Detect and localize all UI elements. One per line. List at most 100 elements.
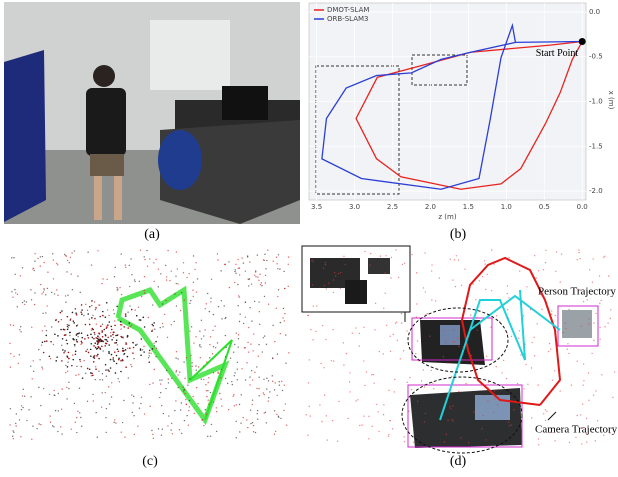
cloud-point (432, 382, 434, 384)
cloud-point (175, 371, 177, 373)
panel-label: (c) (142, 454, 158, 469)
cloud-point (482, 414, 484, 417)
cloud-point (568, 308, 570, 311)
cloud-point (364, 250, 366, 253)
cloud-point (308, 359, 311, 361)
cloud-point (175, 282, 177, 285)
cloud-point (110, 332, 112, 334)
cloud-point (167, 382, 170, 384)
cloud-point (470, 314, 472, 316)
cloud-point (195, 261, 197, 264)
cloud-point (165, 369, 168, 372)
cloud-point (258, 395, 260, 397)
cloud-point (487, 381, 490, 383)
cloud-point (139, 348, 142, 350)
cloud-point (192, 395, 194, 398)
cloud-point (283, 320, 286, 322)
cloud-point (582, 363, 585, 365)
cloud-point (215, 410, 218, 413)
cloud-point (388, 389, 390, 392)
cloud-point (146, 249, 148, 252)
cloud-point (151, 429, 153, 432)
cloud-point (200, 378, 203, 380)
cloud-point (175, 351, 178, 353)
cloud-point (485, 288, 487, 291)
cloud-point (545, 249, 547, 252)
cloud-point (149, 405, 151, 408)
cloud-point (140, 402, 142, 405)
cloud-point (415, 272, 418, 274)
cloud-point (184, 377, 186, 380)
cloud-point (102, 340, 105, 343)
cloud-point (57, 294, 59, 296)
cloud-point (185, 357, 188, 359)
cloud-point (253, 300, 256, 303)
cloud-point (326, 439, 328, 441)
cloud-point (69, 256, 72, 259)
cloud-point (586, 441, 588, 443)
cloud-point (272, 357, 274, 360)
cloud-point (115, 362, 118, 365)
cloud-point (99, 315, 101, 318)
cloud-point (212, 372, 215, 374)
cloud-point (49, 421, 52, 424)
cloud-point (75, 334, 78, 336)
cloud-point (254, 431, 257, 434)
cloud-point (57, 335, 59, 337)
cloud-point (321, 420, 323, 423)
furniture-mesh (475, 395, 510, 420)
cloud-point (125, 343, 128, 345)
cloud-point (155, 340, 157, 343)
cloud-point (90, 342, 93, 345)
cloud-point (400, 322, 403, 324)
cloud-point (472, 283, 474, 285)
cloud-point (392, 333, 395, 336)
cloud-point (184, 389, 186, 391)
cloud-point (285, 424, 288, 426)
cloud-point (410, 388, 413, 391)
x-tick-label: 3.0 (349, 203, 360, 211)
cloud-point (343, 255, 345, 258)
cloud-point (283, 409, 285, 412)
cloud-point (59, 311, 62, 314)
cloud-point (284, 287, 286, 290)
cloud-point (167, 378, 169, 380)
cloud-point (234, 372, 236, 374)
cloud-point (424, 291, 426, 293)
y-tick-label: 0.0 (589, 8, 600, 16)
cloud-point (363, 360, 365, 362)
cloud-point (40, 283, 42, 286)
cloud-point (215, 347, 217, 349)
cloud-point (32, 425, 34, 427)
cloud-point (96, 343, 99, 345)
cloud-point (15, 292, 17, 294)
cloud-point (526, 286, 528, 288)
cloud-point (593, 322, 595, 324)
cloud-point (104, 391, 107, 394)
cloud-point (215, 407, 217, 409)
cloud-point (49, 358, 52, 360)
cloud-point (429, 335, 431, 337)
cloud-point (55, 360, 58, 362)
cloud-point (17, 362, 19, 364)
cloud-point (586, 299, 588, 301)
cloud-point (276, 413, 278, 416)
cloud-point (235, 437, 237, 439)
cloud-point (210, 278, 213, 281)
cloud-point (338, 400, 340, 403)
inset-chair (345, 280, 367, 304)
cloud-point (34, 253, 36, 255)
cloud-point (324, 263, 327, 266)
cloud-point (312, 339, 314, 341)
cloud-point (45, 334, 48, 337)
cloud-point (249, 376, 251, 378)
cloud-point (212, 313, 215, 316)
cloud-point (23, 300, 26, 302)
cloud-point (237, 334, 240, 336)
x-tick-label: 1.0 (501, 203, 512, 211)
cloud-point (251, 403, 254, 406)
cloud-point (209, 435, 212, 437)
cloud-point (384, 292, 386, 294)
cloud-point (167, 249, 169, 252)
cloud-point (233, 375, 235, 377)
